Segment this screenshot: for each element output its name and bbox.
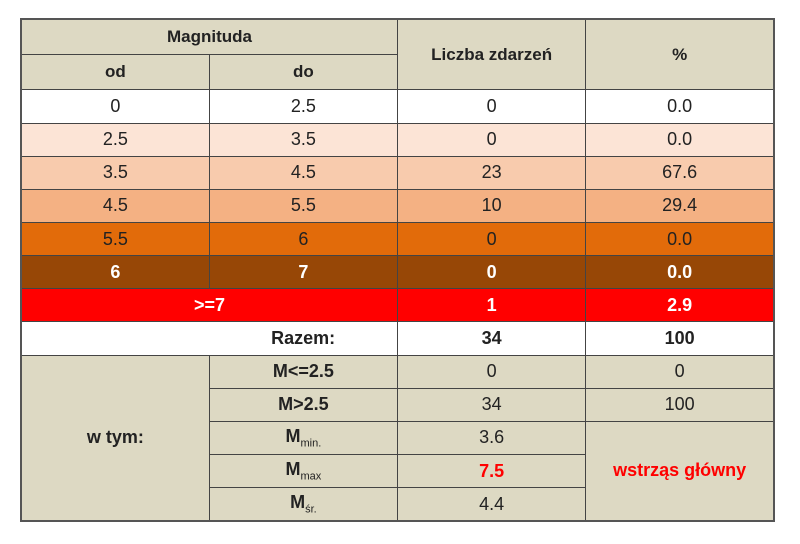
table-body: 0 2.5 0 0.0 2.5 3.5 0 0.0 3.5 4.5 23 67.6 4.5 5.5 10 29… bbox=[20, 89, 775, 522]
table-row: Mmax 7.5 bbox=[21, 454, 774, 489]
table-row: Mśr. 4.4 bbox=[21, 487, 774, 522]
table-cell: 0.0 bbox=[585, 122, 775, 157]
table-cell: 0 bbox=[20, 89, 210, 124]
label-subscript: śr. bbox=[305, 503, 317, 516]
table-cell: 2.9 bbox=[585, 288, 775, 323]
header-cell: od bbox=[20, 54, 210, 91]
table-cell: Mmin. bbox=[208, 420, 399, 456]
table-cell: 0.0 bbox=[585, 221, 775, 257]
table-row: 6 7 0 0.0 bbox=[20, 255, 775, 290]
table-cell: 0 bbox=[396, 221, 587, 257]
header-cell: do bbox=[208, 54, 399, 91]
label-base: M bbox=[290, 492, 306, 513]
table-cell: 67.6 bbox=[585, 155, 775, 190]
table-cell: 5.5 bbox=[208, 188, 399, 223]
table-row: 0 2.5 0 0.0 bbox=[20, 89, 775, 124]
table-row: 4.5 5.5 10 29.4 bbox=[20, 188, 775, 223]
table-row: M>2.5 34 100 bbox=[21, 387, 775, 422]
table-cell: 3.5 bbox=[208, 122, 399, 157]
table-cell: Razem: bbox=[209, 321, 399, 356]
table-cell: 5.5 bbox=[20, 221, 210, 257]
table-cell: 7.5 bbox=[396, 454, 587, 489]
table-cell bbox=[20, 321, 210, 356]
table-cell: 4.4 bbox=[396, 487, 587, 522]
table-cell: 0 bbox=[396, 122, 587, 157]
table-cell: M>2.5 bbox=[208, 387, 399, 422]
table-cell: 34 bbox=[396, 387, 587, 422]
table-cell: >=7 bbox=[20, 288, 398, 323]
table-cell: 29.4 bbox=[585, 188, 775, 223]
table-cell: 100 bbox=[585, 387, 775, 422]
table-cell: 7 bbox=[208, 255, 399, 290]
header-cell: Liczba zdarzeń bbox=[396, 18, 587, 91]
table-row: w tym: M<=2.5 0 0 bbox=[20, 354, 775, 522]
table-cell: 4.5 bbox=[208, 155, 399, 190]
table-cell: 2.5 bbox=[208, 89, 399, 124]
table-row: 2.5 3.5 0 0.0 bbox=[20, 122, 775, 157]
table-cell: 0 bbox=[396, 89, 587, 124]
table-cell: M<=2.5 bbox=[208, 354, 399, 389]
table-cell: 1 bbox=[396, 288, 587, 323]
table-cell: 0 bbox=[396, 354, 587, 389]
table-cell: Mśr. bbox=[208, 487, 399, 522]
table-row: >=7 1 2.9 bbox=[20, 288, 775, 323]
table-cell: 0.0 bbox=[585, 255, 775, 290]
table-cell: 10 bbox=[396, 188, 587, 223]
table-cell: 0 bbox=[396, 255, 587, 290]
table-cell: wstrząs główny bbox=[585, 420, 775, 522]
table-cell: 100 bbox=[585, 321, 775, 356]
table-cell: 3.5 bbox=[20, 155, 210, 190]
table-cell: 0 bbox=[585, 354, 775, 389]
table-cell: 6 bbox=[208, 221, 399, 257]
magnitude-table: Magnituda Liczba zdarzeń % od do 0 2.5 0 0.… bbox=[20, 18, 775, 522]
table-cell: w tym: bbox=[20, 354, 210, 522]
table-cell: 34 bbox=[396, 321, 587, 356]
table-row: 3.5 4.5 23 67.6 bbox=[20, 155, 775, 190]
table-cell: 6 bbox=[20, 255, 210, 290]
label-subscript: max bbox=[300, 470, 322, 483]
table-cell: 23 bbox=[396, 155, 587, 190]
label-base: M bbox=[285, 426, 301, 447]
table-cell: Mmax bbox=[208, 454, 399, 489]
table-row: 5.5 6 0 0.0 bbox=[20, 221, 775, 257]
table-cell: 2.5 bbox=[20, 122, 210, 157]
label-subscript: min. bbox=[300, 437, 322, 450]
label-base: M bbox=[285, 459, 301, 480]
table-cell: 0.0 bbox=[585, 89, 775, 124]
header-row: od do bbox=[20, 54, 774, 91]
header-row: Magnituda Liczba zdarzeń % bbox=[20, 18, 775, 91]
table-cell: 3.6 bbox=[396, 420, 587, 456]
table-row: Mmin. 3.6 wstrząs główny bbox=[21, 420, 775, 522]
table-row: Razem: 34 100 bbox=[20, 321, 775, 356]
table-cell: 4.5 bbox=[20, 188, 210, 223]
header-cell: % bbox=[585, 18, 775, 91]
header-cell: Magnituda bbox=[20, 18, 398, 56]
